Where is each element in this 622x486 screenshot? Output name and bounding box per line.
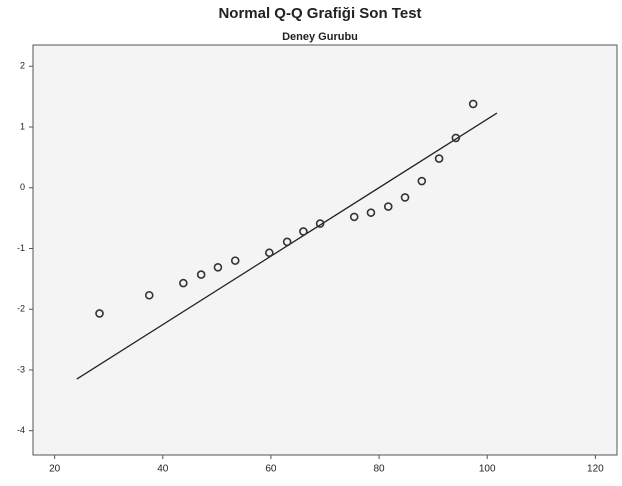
point (179, 278, 188, 288)
point (315, 219, 325, 228)
y-tick-label: -3 (17, 364, 25, 374)
chart-title: Normal Q-Q Grafiği Son Test (218, 5, 421, 22)
chart-subtitle: Deney Gurubu (282, 31, 358, 43)
y-tick-label: 2 (20, 61, 25, 71)
point (400, 193, 410, 202)
point (434, 154, 444, 163)
point (299, 227, 308, 236)
x-tick-label: 60 (265, 464, 277, 475)
x-tick-label: 120 (587, 464, 604, 475)
y-tick-label: -1 (17, 243, 25, 253)
point (468, 99, 478, 109)
point (349, 212, 359, 222)
point (383, 202, 393, 211)
point (417, 176, 427, 186)
point (282, 237, 292, 247)
point (196, 270, 206, 279)
x-tick-label: 80 (374, 464, 386, 475)
point (265, 248, 274, 258)
y-tick-label: 0 (20, 182, 25, 192)
x-tick-label: 40 (157, 464, 169, 475)
y-tick-label: 1 (20, 121, 25, 131)
plot-area (32, 44, 618, 456)
x-tick-label: 20 (49, 464, 61, 475)
y-tick-label: -4 (17, 425, 25, 435)
x-tick-label: 100 (479, 464, 496, 475)
point (213, 263, 223, 272)
y-tick-label: -2 (17, 304, 25, 314)
point (144, 290, 154, 300)
point (451, 133, 461, 143)
point (366, 208, 376, 217)
point (95, 309, 104, 318)
point (230, 256, 240, 265)
